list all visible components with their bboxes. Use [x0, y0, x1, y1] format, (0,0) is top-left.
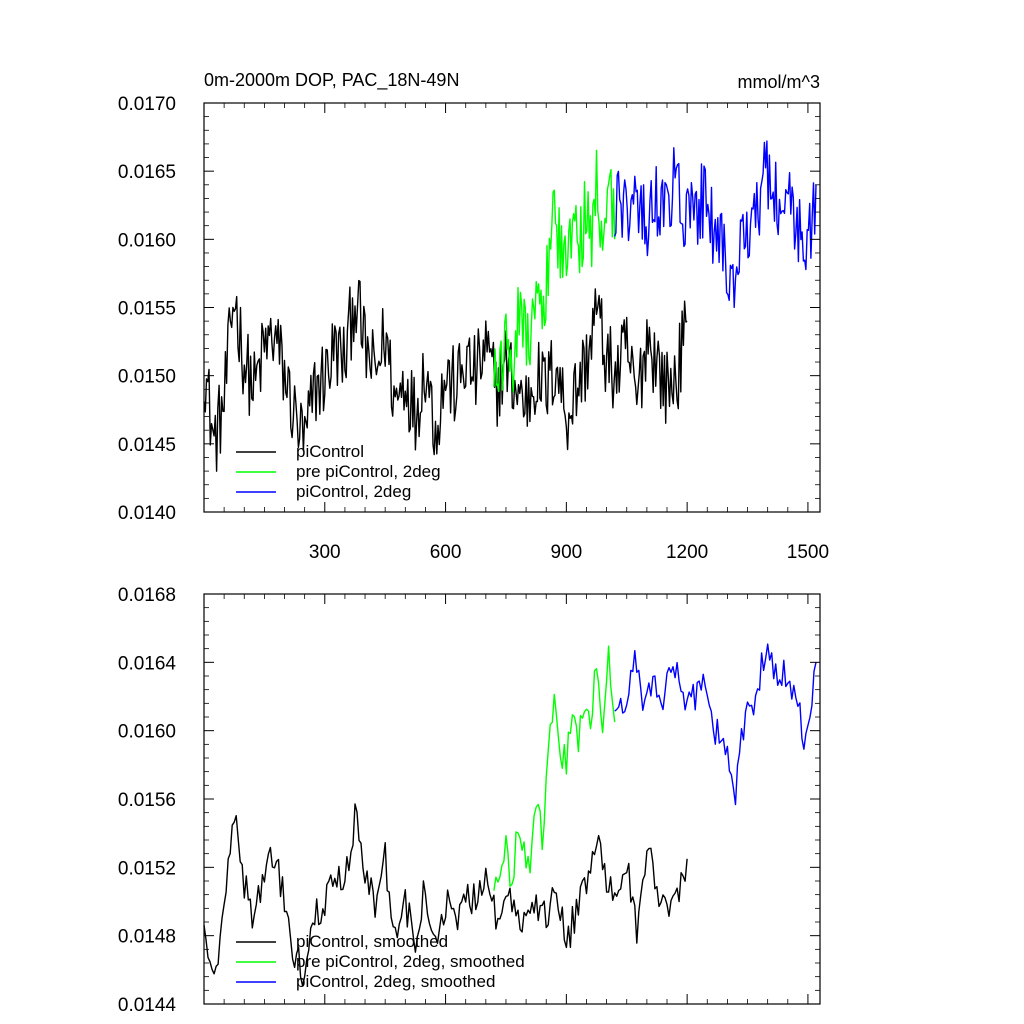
y-tick-label-2: 0.0150: [118, 367, 176, 388]
top-panel-y-tick-labels: 0.0140 0.0145 0.0150 0.0155 0.0160 0.0165 0.01…: [118, 94, 176, 524]
y-tick-label-6: 0.0168: [118, 585, 176, 606]
y-tick-label-4: 0.0160: [118, 722, 176, 743]
series-line-0-2: [614, 140, 817, 309]
y-tick-label-1: 0.0148: [118, 927, 176, 948]
bottom-panel-y-tick-labels: 0.0144 0.0148 0.0152 0.0156 0.0160 0.0164 0.01…: [118, 585, 177, 1016]
y-tick-label-2: 0.0152: [118, 858, 176, 879]
top-panel-units: mmol/m^3: [738, 72, 820, 92]
y-tick-label-6: 0.0170: [118, 94, 176, 115]
bottom-panel: 0.0144 0.0148 0.0152 0.0156 0.0160 0.0164 0.01…: [118, 585, 821, 1016]
series-line-1-0: [203, 803, 688, 987]
top-panel-x-tick-labels: 300 600 900 1200 1500: [309, 542, 829, 563]
bottom-panel-frame: [203, 593, 821, 1005]
legend-label-pre-picontrol: pre piControl, 2deg: [296, 462, 441, 481]
legend-label-picontrol-2deg-smoothed: piControl, 2deg, smoothed: [296, 972, 495, 991]
top-panel-legend: piControl pre piControl, 2deg piControl,…: [236, 442, 441, 501]
x-tick-label-1: 600: [430, 542, 462, 563]
x-tick-label-4: 1500: [787, 542, 829, 563]
y-tick-label-3: 0.0156: [118, 790, 176, 811]
y-tick-label-0: 0.0144: [118, 995, 177, 1016]
top-panel-title: 0m-2000m DOP, PAC_18N-49N: [204, 70, 459, 91]
legend-label-picontrol: piControl: [296, 442, 364, 461]
top-panel-series: [203, 140, 817, 472]
top-panel-frame: [203, 102, 821, 513]
series-line-0-0: [203, 279, 688, 472]
legend-label-picontrol-smoothed: piControl, smoothed: [296, 932, 448, 951]
y-tick-label-3: 0.0155: [118, 299, 176, 320]
top-panel: 0m-2000m DOP, PAC_18N-49N mmol/m^3 0.014…: [118, 70, 829, 563]
y-tick-label-0: 0.0140: [118, 503, 176, 524]
bottom-panel-legend: piControl, smoothed pre piControl, 2deg,…: [236, 932, 525, 991]
top-panel-ticks: [204, 102, 820, 513]
x-tick-label-0: 300: [309, 542, 341, 563]
legend-label-picontrol-2deg: piControl, 2deg: [296, 482, 411, 501]
series-line-1-2: [614, 643, 817, 806]
y-tick-label-5: 0.0164: [118, 653, 177, 674]
legend-label-pre-picontrol-smoothed: pre piControl, 2deg, smoothed: [296, 952, 525, 971]
series-line-0-1: [493, 149, 616, 393]
y-tick-label-5: 0.0165: [118, 162, 176, 183]
y-tick-label-1: 0.0145: [118, 435, 176, 456]
bottom-panel-series: [203, 643, 817, 987]
x-tick-label-2: 900: [551, 542, 583, 563]
y-tick-label-4: 0.0160: [118, 230, 176, 251]
x-tick-label-3: 1200: [666, 542, 708, 563]
series-line-1-1: [493, 645, 616, 891]
